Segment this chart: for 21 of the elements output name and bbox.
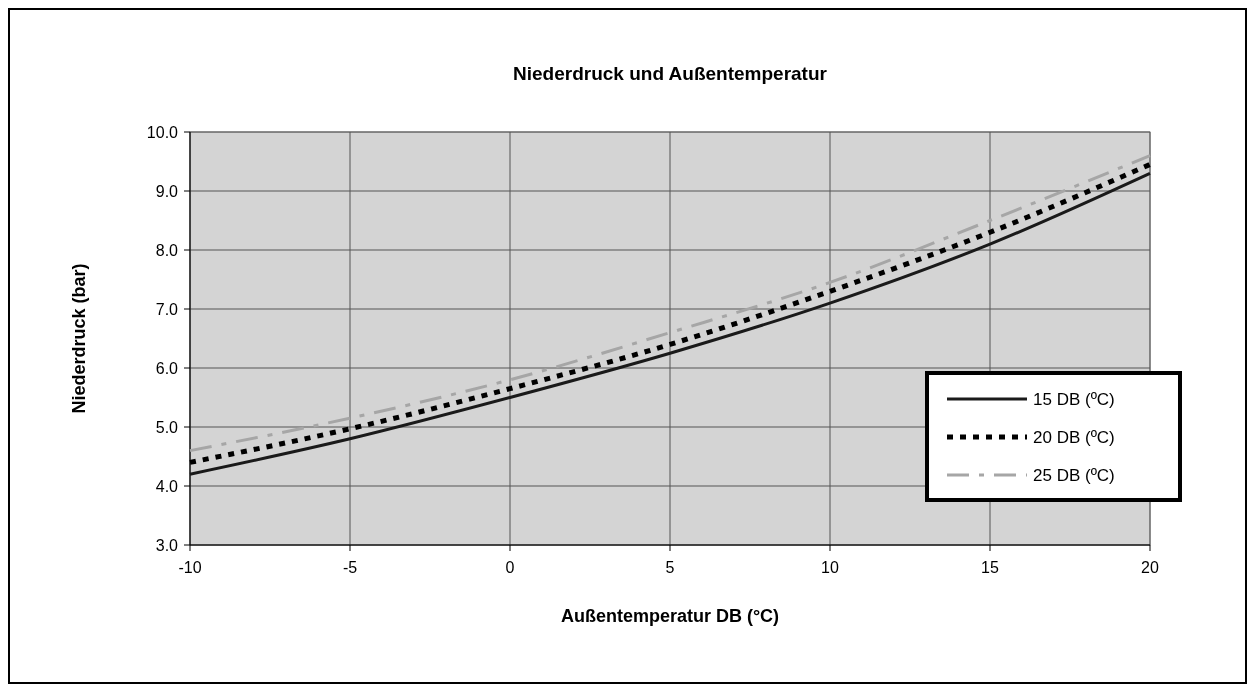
legend-label: 25 DB (ºC) (1033, 466, 1115, 485)
x-tick-label: 5 (665, 559, 675, 576)
y-tick-label: 5.0 (155, 419, 179, 436)
y-tick-label: 3.0 (155, 537, 179, 554)
x-tick-label: 0 (505, 559, 515, 576)
y-tick-label: 8.0 (155, 242, 179, 259)
x-axis-title: Außentemperatur DB (°C) (560, 606, 780, 626)
y-tick-label: 6.0 (155, 360, 179, 377)
chart-title: Niederdruck und Außentemperatur (513, 63, 828, 84)
x-tick-label: 20 (1141, 559, 1159, 576)
y-tick-label: 10.0 (146, 124, 179, 141)
y-tick-label: 7.0 (155, 301, 179, 318)
y-axis-title: Niederdruck (bar) (69, 263, 89, 414)
x-tick-label: 15 (981, 559, 999, 576)
y-tick-label: 4.0 (155, 478, 179, 495)
legend-label: 20 DB (ºC) (1033, 428, 1115, 447)
x-tick-label: -5 (342, 559, 358, 576)
y-tick-label: 9.0 (155, 183, 179, 200)
legend-label: 15 DB (ºC) (1033, 390, 1115, 409)
x-tick-label: 10 (821, 559, 839, 576)
x-tick-label: -10 (178, 559, 202, 576)
